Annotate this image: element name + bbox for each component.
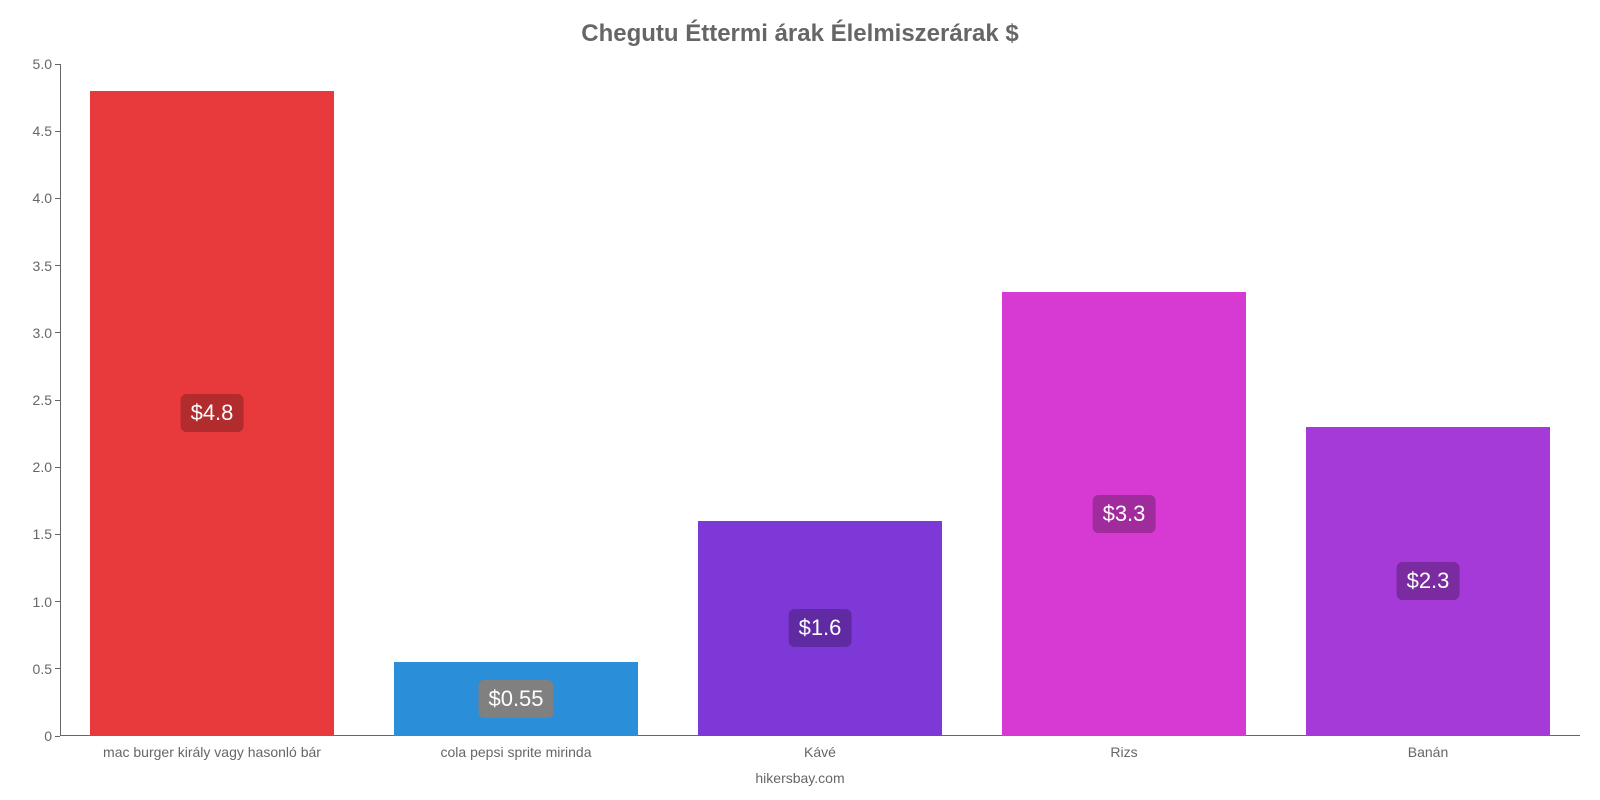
y-tick-mark xyxy=(55,736,60,737)
y-tick-mark xyxy=(55,131,60,132)
y-tick-mark xyxy=(55,400,60,401)
value-badge: $0.55 xyxy=(478,680,553,718)
plot-area: 00.51.01.52.02.53.03.54.04.55.0mac burge… xyxy=(60,64,1580,736)
y-tick-mark xyxy=(55,64,60,65)
y-tick-mark xyxy=(55,265,60,266)
x-category-label: Kávé xyxy=(804,736,836,760)
x-category-label: cola pepsi sprite mirinda xyxy=(441,736,592,760)
value-badge: $2.3 xyxy=(1397,562,1460,600)
x-category-label: Rizs xyxy=(1110,736,1137,760)
y-tick-mark xyxy=(55,534,60,535)
value-badge: $3.3 xyxy=(1093,495,1156,533)
bar-chart: Chegutu Éttermi árak Élelmiszerárak $ 00… xyxy=(0,0,1600,800)
y-tick-mark xyxy=(55,601,60,602)
y-tick-mark xyxy=(55,198,60,199)
y-tick-mark xyxy=(55,467,60,468)
source-label: hikersbay.com xyxy=(0,770,1600,786)
x-category-label: mac burger király vagy hasonló bár xyxy=(103,736,321,760)
y-tick-mark xyxy=(55,332,60,333)
y-tick-mark xyxy=(55,668,60,669)
value-badge: $4.8 xyxy=(181,394,244,432)
x-category-label: Banán xyxy=(1408,736,1448,760)
value-badge: $1.6 xyxy=(789,609,852,647)
y-axis-line xyxy=(60,64,61,736)
chart-title: Chegutu Éttermi árak Élelmiszerárak $ xyxy=(0,20,1600,48)
